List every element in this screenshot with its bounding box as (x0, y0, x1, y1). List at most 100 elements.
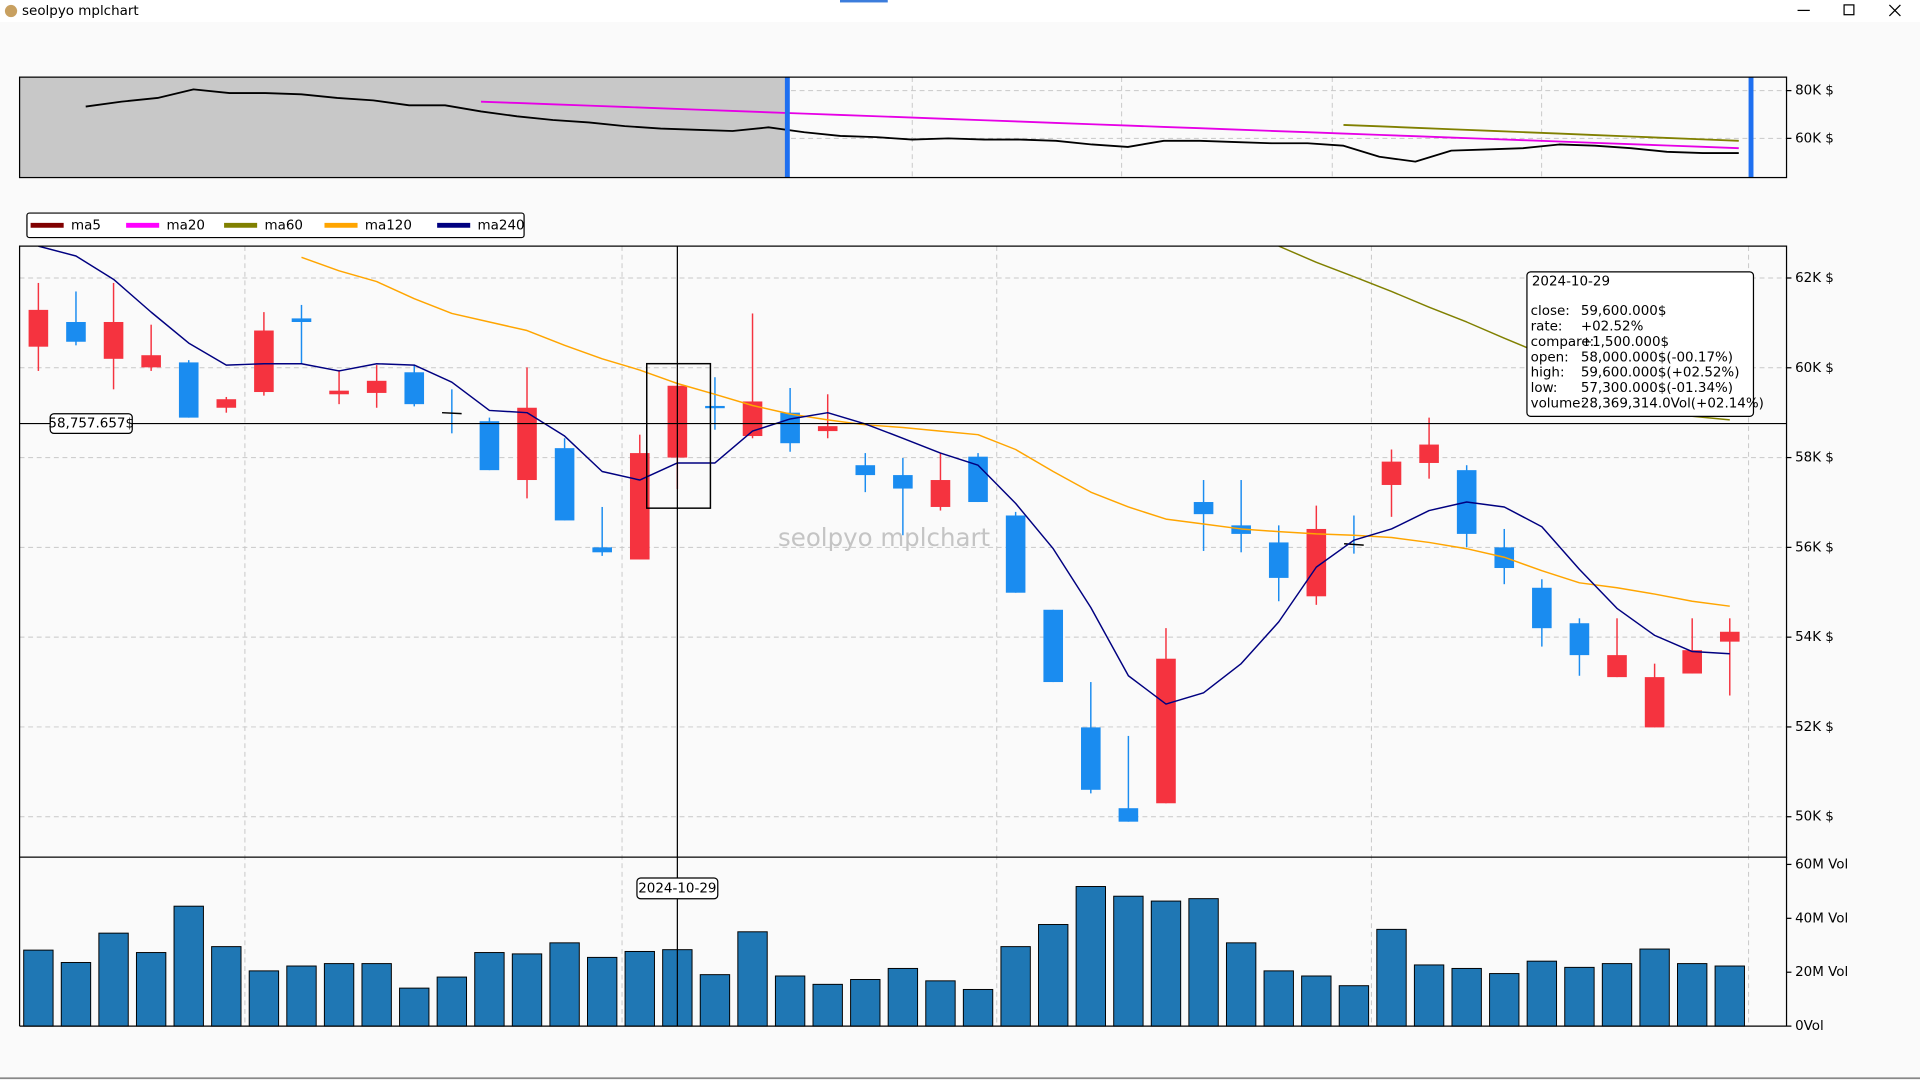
volume-bar (1451, 967, 1482, 1027)
y-tick-label: 60K $ (1795, 131, 1834, 146)
candle-body (817, 426, 838, 432)
volume-bar (1564, 966, 1595, 1027)
volume-bar (1376, 928, 1407, 1027)
candle-body (629, 453, 650, 560)
volume-bar (624, 950, 655, 1027)
volume-bar (173, 905, 204, 1027)
candle-body (1381, 461, 1402, 485)
y-tick-label: 60M Vol (1795, 857, 1848, 872)
candle-body (103, 321, 124, 359)
volume-bar (812, 983, 843, 1027)
ma-line (38, 246, 1730, 705)
candle-body (366, 380, 387, 393)
y-tick-label: 0Vol (1795, 1019, 1824, 1034)
candle-body (28, 309, 49, 347)
candle-body (930, 480, 951, 507)
ma-line (301, 256, 1730, 607)
candle-body (855, 465, 876, 476)
candle-body (1306, 528, 1327, 597)
tooltip-value: 28,369,314.0Vol(+02.14%) (1581, 397, 1764, 412)
candle-body (1682, 650, 1702, 674)
legend-label: ma60 (264, 218, 302, 233)
candle-body (742, 401, 763, 437)
candle-body (1081, 727, 1101, 790)
volume-bar (60, 962, 92, 1027)
volume-bar (1188, 898, 1219, 1027)
volume-bar (549, 942, 580, 1027)
ma-line (1343, 123, 1739, 142)
y-tick-label: 50K $ (1795, 810, 1834, 825)
charts: 60K $ 80K $ 0Vol 20M Vol 40M Vol 60M Vol 50K $… (18, 76, 1848, 1034)
tooltip-key: rate: (1531, 319, 1563, 334)
volume-bar (962, 988, 994, 1027)
ma-line (480, 100, 1739, 150)
tooltip-box (1526, 271, 1755, 417)
candle-body (1005, 515, 1026, 593)
volume-bar (1263, 970, 1294, 1027)
y-tick-label: 40M Vol (1795, 911, 1848, 926)
volume-bar (1489, 973, 1520, 1027)
volume-bar (436, 976, 468, 1027)
close-icon[interactable] (1888, 4, 1901, 17)
candle-body (442, 411, 462, 415)
volume-bar (286, 965, 317, 1027)
date-label: 2024-10-29 (638, 881, 716, 896)
volume-bar (1000, 946, 1031, 1027)
volume-bar (323, 963, 355, 1027)
volume-bar (1113, 895, 1144, 1027)
tooltip-value: +02.52% (1581, 319, 1644, 334)
y-tick-label: 62K $ (1795, 271, 1834, 286)
date-label-box (636, 877, 719, 900)
candle-body (517, 407, 537, 481)
tooltip-key: high: (1531, 366, 1565, 381)
tooltip-key: close: (1531, 304, 1570, 319)
candle-body (178, 362, 199, 418)
candle-body (1118, 808, 1139, 822)
volume-bar (1338, 985, 1370, 1027)
volume-bar (1677, 963, 1708, 1027)
candle-body (705, 405, 725, 409)
volume-bar (1639, 948, 1670, 1027)
window-title: seolpyo mplchart (22, 4, 139, 19)
ma-line (85, 88, 1739, 163)
volume-bar (850, 979, 881, 1027)
legend-label: ma240 (478, 218, 525, 233)
legend-label: ma5 (71, 218, 101, 233)
price-label: 58,757.657$ (48, 417, 134, 432)
legend-box (26, 212, 525, 239)
tab-indicator (840, 0, 888, 3)
y-tick-label: 58K $ (1795, 451, 1834, 466)
candle-body (554, 448, 575, 521)
price-label-box (49, 413, 133, 434)
volume-bar (925, 980, 956, 1027)
app-icon (4, 4, 18, 18)
volume-bar (1038, 924, 1069, 1027)
legend-label: ma120 (365, 218, 412, 233)
close-button[interactable] (1888, 4, 1901, 17)
volume-bar (774, 975, 806, 1027)
candle-body (216, 399, 237, 408)
y-tick-label: 60K $ (1795, 361, 1834, 376)
candle-body (1607, 655, 1627, 678)
volume-bar (1526, 960, 1558, 1027)
candle-body (291, 318, 312, 322)
volume-bar (1601, 963, 1633, 1027)
volume-bar (98, 932, 129, 1027)
candle-body (66, 321, 86, 342)
tooltip-key: open: (1531, 350, 1569, 365)
candle-body (1719, 631, 1740, 642)
y-tick-label: 80K $ (1795, 84, 1834, 99)
y-tick-label: 56K $ (1795, 540, 1834, 555)
volume-bar (474, 952, 505, 1027)
tooltip-key: compare: (1531, 335, 1595, 350)
candle-body (1268, 542, 1289, 578)
tooltip-value: 57,300.000$(-01.34%) (1581, 381, 1733, 396)
volume-bar (135, 952, 167, 1027)
tooltip-value: 59,600.000$(+02.52%) (1581, 366, 1740, 381)
restore-button[interactable] (1843, 4, 1855, 16)
candle-body (1193, 502, 1214, 515)
tooltip-key: low: (1531, 381, 1558, 396)
tooltip-value: 58,000.000$(-00.17%) (1581, 350, 1733, 365)
